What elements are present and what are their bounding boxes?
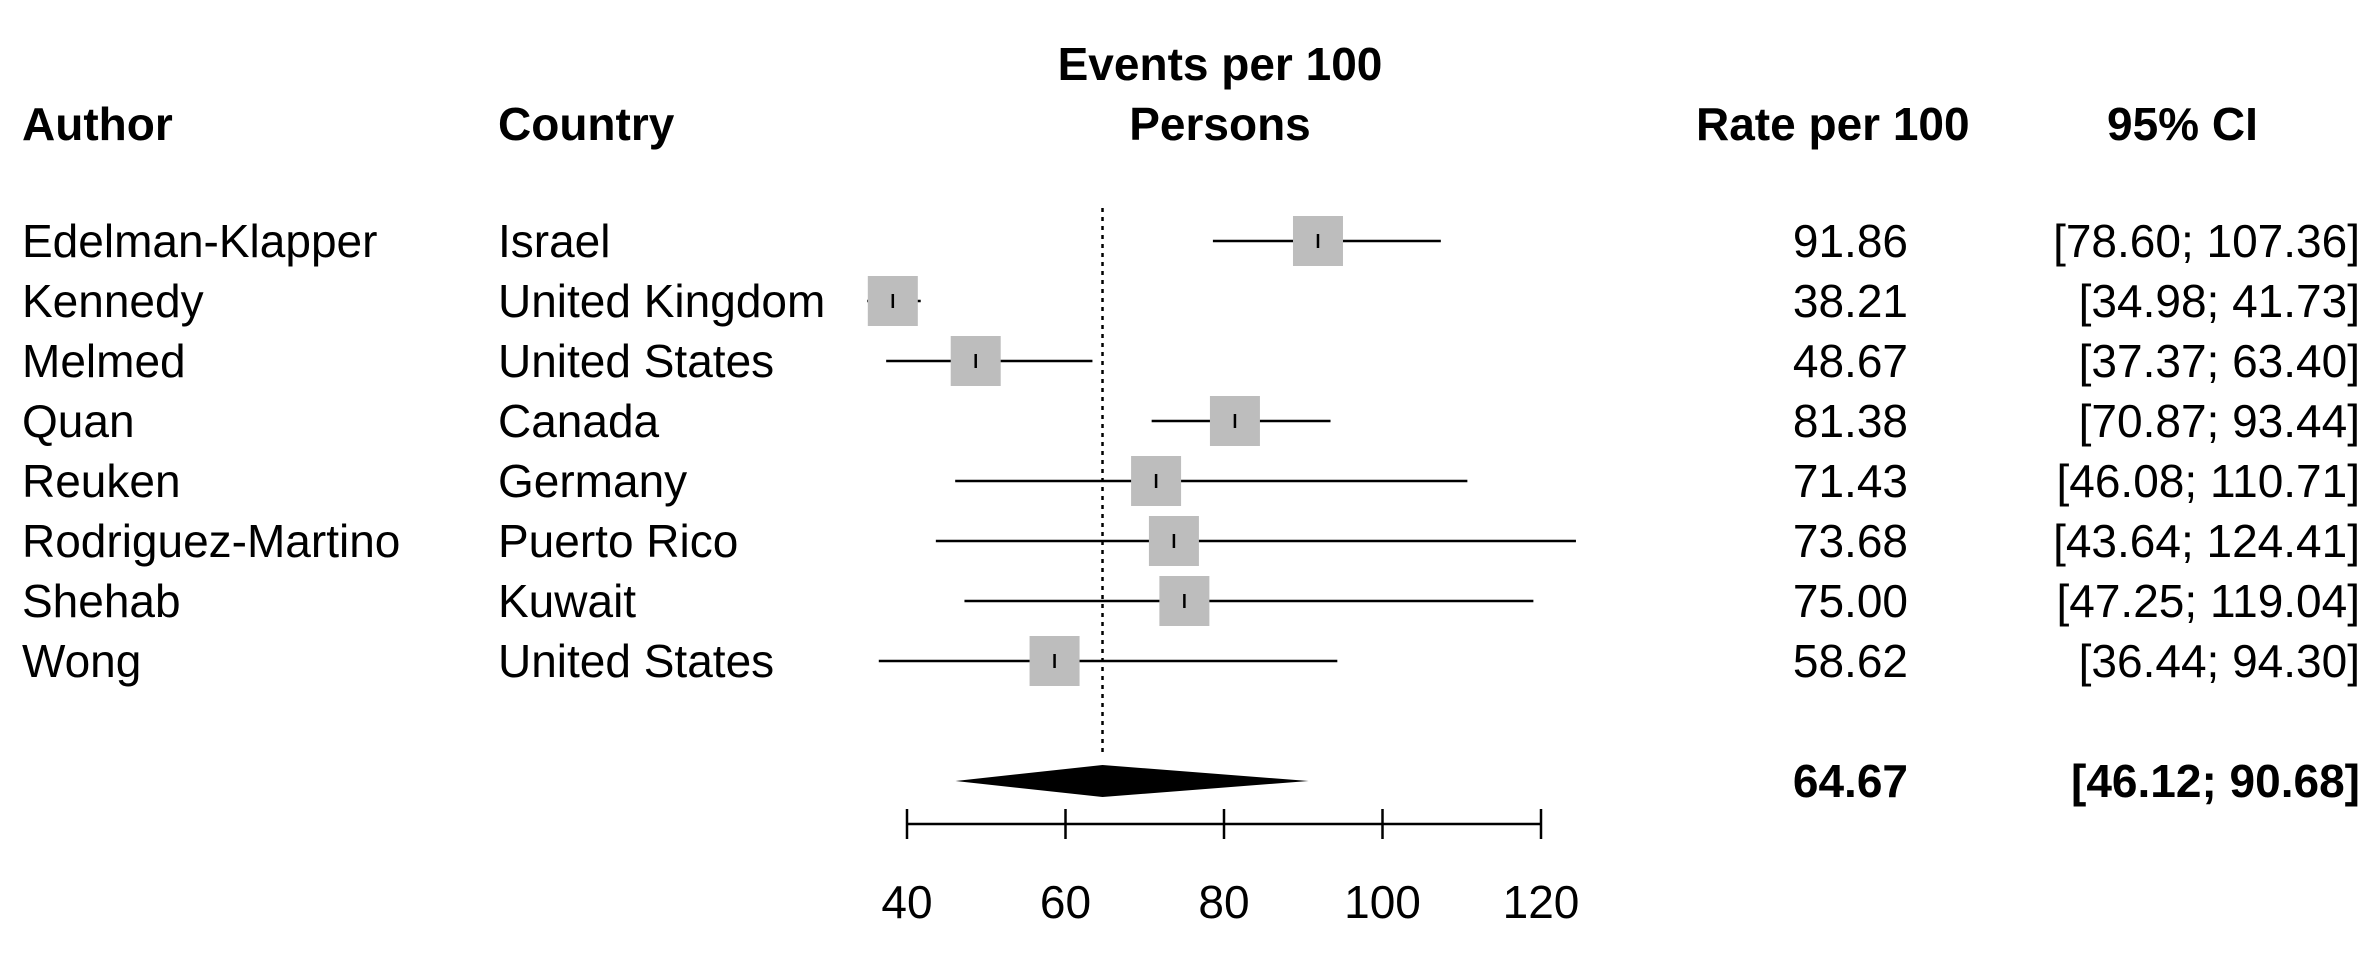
study-author: Reuken (22, 455, 181, 507)
study-country: Germany (498, 455, 688, 507)
study-country: Puerto Rico (498, 515, 739, 567)
header-plot-line1: Events per 100 (1057, 38, 1383, 90)
study-rate: 91.86 (1792, 215, 1908, 267)
study-ci: [34.98; 41.73] (2078, 275, 2360, 327)
study-author: Rodriguez-Martino (22, 515, 401, 567)
study-author: Edelman-Klapper (22, 215, 378, 267)
study-author: Kennedy (22, 275, 204, 327)
study-rate: 71.43 (1792, 455, 1908, 507)
pooled-ci: [46.12; 90.68] (2071, 755, 2360, 807)
study-author: Quan (22, 395, 135, 447)
study-ci: [43.64; 124.41] (2053, 515, 2360, 567)
study-country: Kuwait (498, 575, 637, 627)
study-ci: [37.37; 63.40] (2078, 335, 2360, 387)
x-tick-label: 60 (1040, 876, 1091, 928)
header-rate: Rate per 100 (1696, 98, 1970, 150)
study-author: Wong (22, 635, 142, 687)
study-rate: 58.62 (1792, 635, 1908, 687)
header-ci: 95% CI (2107, 98, 2258, 150)
study-country: United Kingdom (498, 275, 826, 327)
study-rate: 73.68 (1792, 515, 1908, 567)
study-country: United States (498, 335, 775, 387)
pooled-diamond (955, 765, 1309, 797)
x-tick-label: 40 (881, 876, 932, 928)
header-plot-line2: Persons (1129, 98, 1311, 150)
study-country: Canada (498, 395, 660, 447)
study-author: Shehab (22, 575, 181, 627)
study-ci: [70.87; 93.44] (2078, 395, 2360, 447)
x-tick-label: 80 (1198, 876, 1249, 928)
study-country: Israel (498, 215, 611, 267)
header-country: Country (498, 98, 675, 150)
study-ci: [46.08; 110.71] (2056, 455, 2360, 507)
study-country: United States (498, 635, 775, 687)
study-ci: [47.25; 119.04] (2056, 575, 2360, 627)
study-rate: 38.21 (1792, 275, 1908, 327)
study-ci: [78.60; 107.36] (2053, 215, 2360, 267)
header-author: Author (22, 98, 173, 150)
study-ci: [36.44; 94.30] (2078, 635, 2360, 687)
study-rate: 48.67 (1792, 335, 1908, 387)
study-author: Melmed (22, 335, 186, 387)
x-tick-label: 120 (1503, 876, 1580, 928)
pooled-rate: 64.67 (1792, 755, 1908, 807)
x-tick-label: 100 (1344, 876, 1421, 928)
study-rate: 75.00 (1792, 575, 1908, 627)
study-rate: 81.38 (1792, 395, 1908, 447)
